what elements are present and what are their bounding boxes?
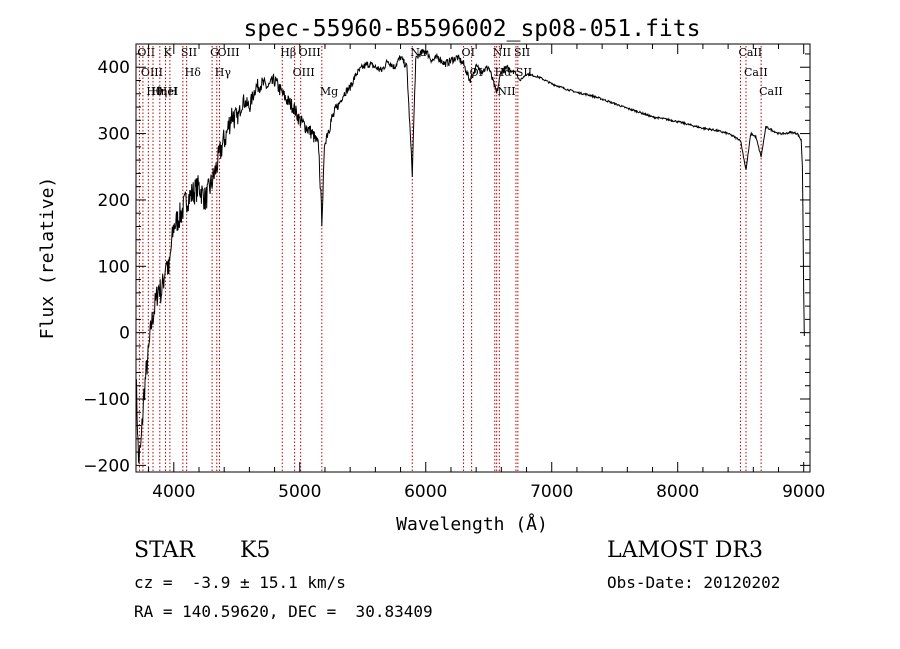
redshift-readout: cz = -3.9 ± 15.1 km/s xyxy=(134,573,346,592)
line-label-9: OIII xyxy=(218,46,240,59)
y-tick-labels: −200 −100 0 100 200 300 400 xyxy=(83,58,130,476)
line-label-2: OIII xyxy=(141,66,163,79)
line-label-25: CaII xyxy=(744,66,768,79)
x-tick-label: 8000 xyxy=(656,482,699,502)
object-subclass: K5 xyxy=(240,538,271,563)
line-label-10: Hγ xyxy=(215,66,232,79)
spectrum-line xyxy=(135,48,805,464)
obs-date: Obs-Date: 20120202 xyxy=(607,573,781,592)
line-label-17: OI xyxy=(462,46,475,59)
line-label-13: OIII xyxy=(293,66,315,79)
y-tick-label: −100 xyxy=(83,390,130,410)
y-tick-label: 100 xyxy=(98,257,130,277)
line-label-1: OII xyxy=(137,46,155,59)
line-label-6: H xyxy=(168,85,178,98)
x-axis-label: Wavelength (Å) xyxy=(396,513,548,535)
line-label-8: SII xyxy=(181,46,197,59)
line-label-5: HeI xyxy=(158,85,178,98)
line-label-23: SII xyxy=(516,66,532,79)
x-tick-labels: 4000 5000 6000 7000 8000 9000 xyxy=(152,482,825,502)
line-label-24: CaII xyxy=(738,46,762,59)
line-label-26: CaII xyxy=(759,85,783,98)
line-label-15: Mg xyxy=(320,85,338,98)
axis-ticks xyxy=(136,44,810,472)
series-layer xyxy=(135,48,805,464)
chart-title: spec-55960-B5596002_sp08-051.fits xyxy=(244,16,701,42)
line-label-21: NII xyxy=(497,85,515,98)
y-tick-label: 300 xyxy=(98,125,130,145)
line-label-7: Hδ xyxy=(185,66,202,79)
y-tick-label: −200 xyxy=(83,456,130,476)
survey-name: LAMOST DR3 xyxy=(607,538,763,563)
line-label-22: SII xyxy=(514,46,530,59)
x-tick-label: 6000 xyxy=(404,482,447,502)
line-label-20: NII xyxy=(493,46,511,59)
x-tick-label: 4000 xyxy=(152,482,195,502)
object-class: STAR xyxy=(134,538,195,563)
coordinates: RA = 140.59620, DEC = 30.83409 xyxy=(134,602,433,621)
line-label-11: G xyxy=(210,46,219,59)
x-tick-label: 7000 xyxy=(530,482,573,502)
line-label-0: Hθ xyxy=(146,85,163,98)
line-label-3: Hη xyxy=(151,85,167,98)
line-label-12: OIII xyxy=(299,46,321,59)
x-tick-label: 9000 xyxy=(782,482,825,502)
y-tick-label: 400 xyxy=(98,58,130,78)
y-tick-label: 200 xyxy=(98,191,130,211)
line-label-4: K xyxy=(163,46,172,59)
line-label-14: Hβ xyxy=(280,46,296,59)
x-tick-label: 5000 xyxy=(278,482,321,502)
y-tick-label: 0 xyxy=(119,324,130,344)
plot-frame xyxy=(135,43,811,473)
y-axis-label: Flux (relative) xyxy=(37,177,58,340)
